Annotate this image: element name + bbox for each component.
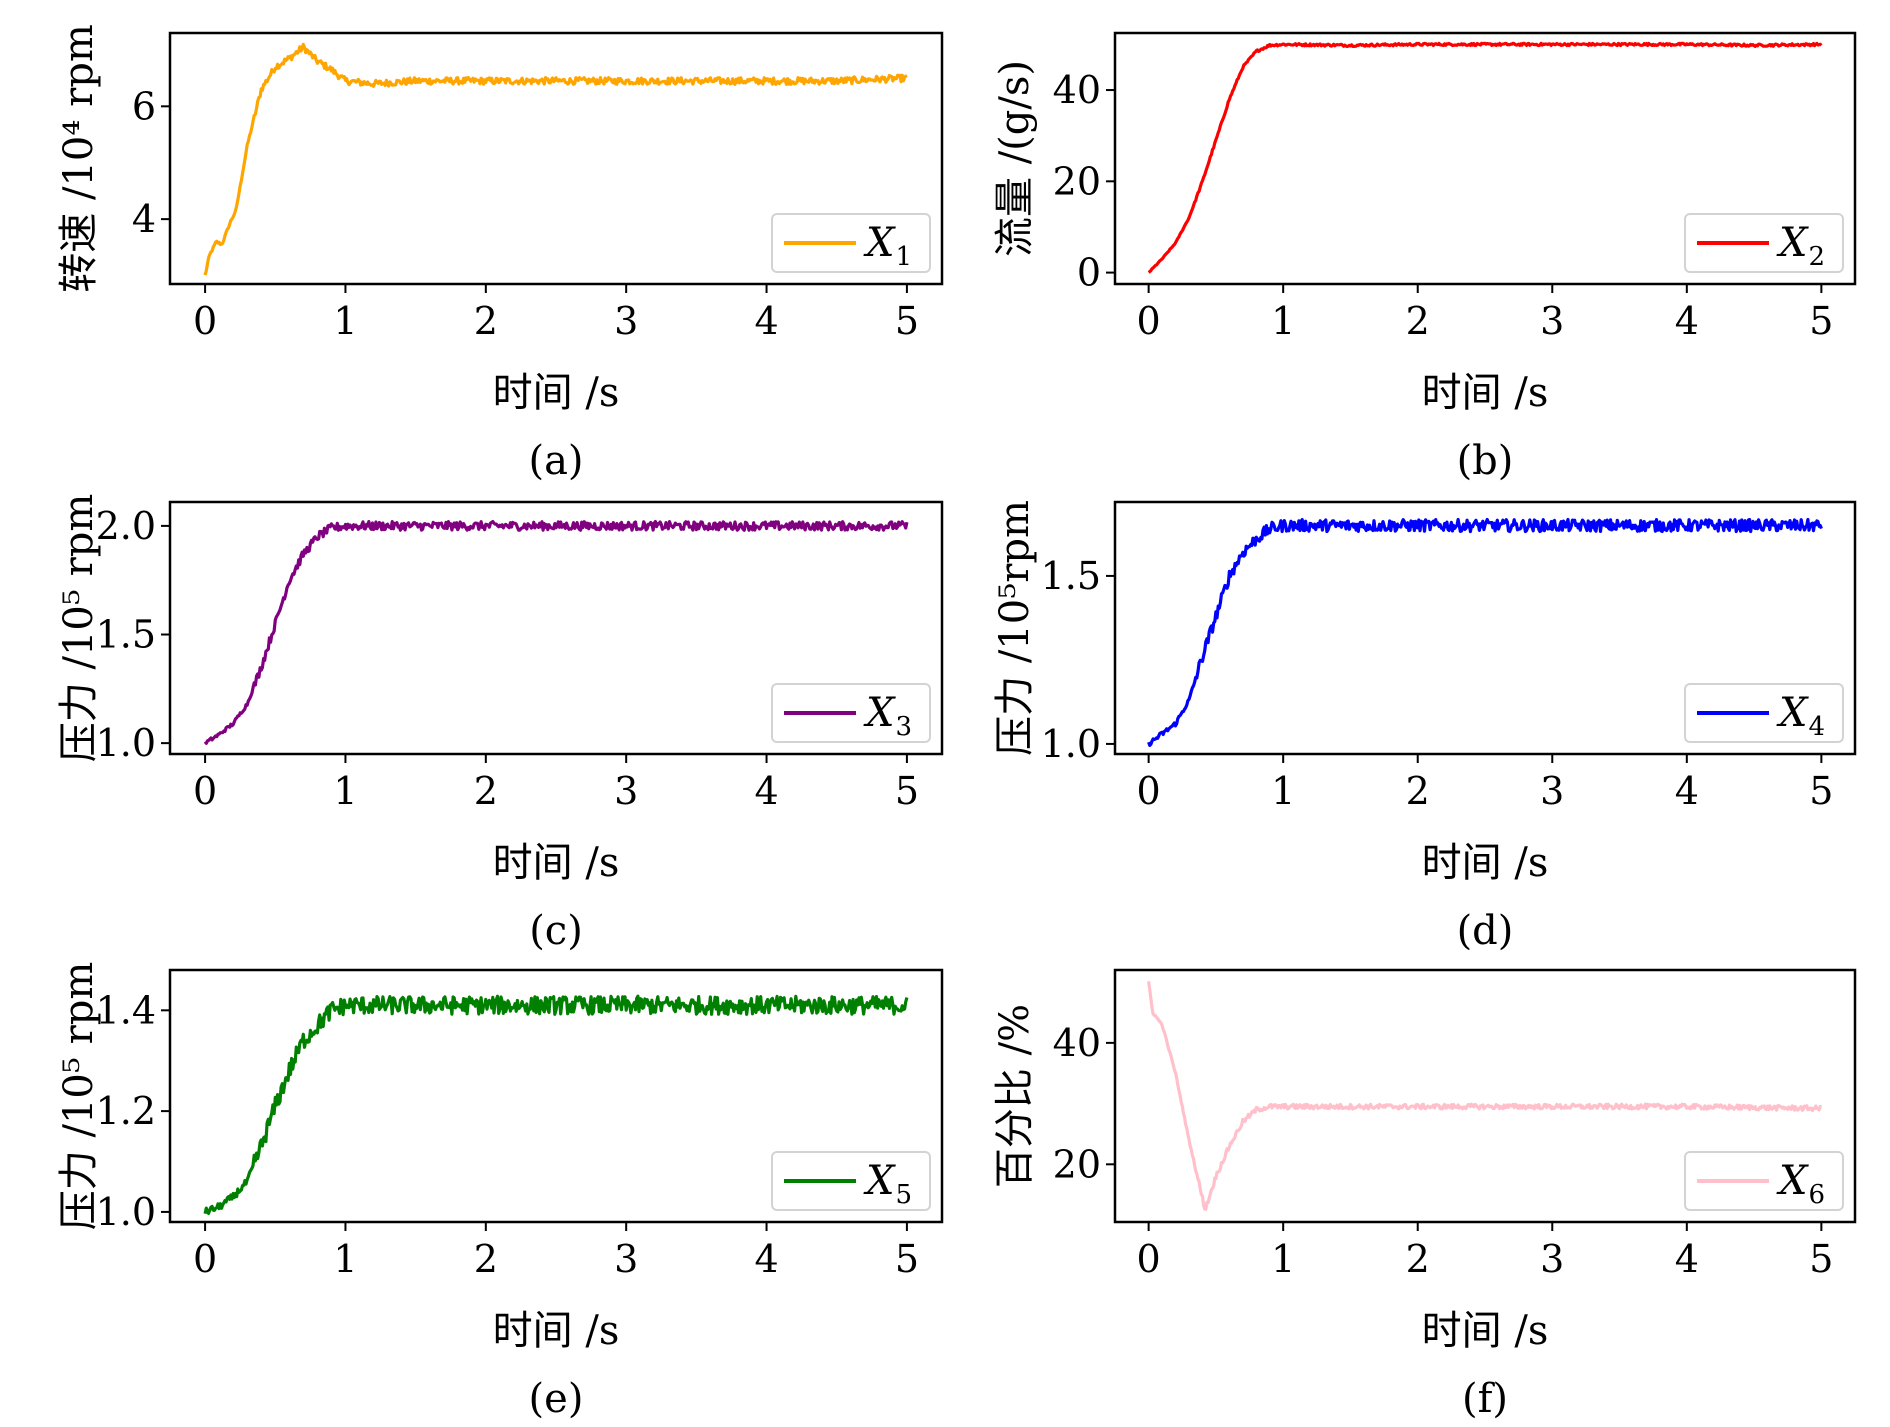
x-tick-label: 2: [474, 1237, 498, 1281]
x-tick-label: 2: [1406, 299, 1430, 343]
x-tick-label: 3: [1540, 1237, 1564, 1281]
x-tick-label: 0: [193, 769, 217, 813]
axes-frame: [168, 968, 944, 1224]
x-tick-label: 0: [1137, 299, 1161, 343]
series-line-x6: [1147, 981, 1823, 1211]
x-tick-label: 2: [1406, 1237, 1430, 1281]
subplot-c: 0 1 2 3 4 5 1.0 1.5 2.0 时间 /s (c) 压力 /10⁵ rpm X3: [56, 494, 944, 954]
x-tick-label: 1: [1271, 1237, 1295, 1281]
x-tick-label: 1: [333, 769, 357, 813]
x-tick-label: 3: [614, 299, 638, 343]
subplot-a: 0 1 2 3 4 5 4 6 时间 /s (a) 转速 /10⁴ rpm X1: [56, 24, 944, 484]
x-tick-label: 1: [333, 299, 357, 343]
subplot-caption: (e): [529, 1376, 584, 1422]
x-axis-label: 时间 /s: [493, 840, 620, 886]
y-tick-label: 6: [132, 84, 156, 128]
y-axis-label: 流量 /(g/s): [992, 60, 1038, 257]
x-tick-label: 3: [1540, 769, 1564, 813]
x-tick-label: 1: [1271, 769, 1295, 813]
x-tick-label: 4: [754, 769, 778, 813]
subplot-caption: (b): [1457, 438, 1514, 484]
x-tick-label: 4: [1675, 299, 1699, 343]
x-tick-label: 2: [474, 769, 498, 813]
y-tick-label: 1.0: [96, 1190, 156, 1234]
y-tick-label: 40: [1053, 68, 1101, 112]
subplot-caption: (c): [529, 908, 583, 954]
legend: X4: [1684, 683, 1844, 743]
x-axis-label: 时间 /s: [1422, 370, 1549, 416]
x-tick-label: 5: [895, 299, 919, 343]
x-tick-label: 5: [1809, 299, 1833, 343]
axes-frame: [1113, 968, 1857, 1224]
x-tick-label: 0: [1137, 769, 1161, 813]
x-tick-label: 4: [1675, 1237, 1699, 1281]
series-line-x1: [203, 42, 908, 276]
x-axis-label: 时间 /s: [493, 370, 620, 416]
x-tick-label: 0: [193, 1237, 217, 1281]
series-line-x3: [203, 519, 909, 745]
y-axis-label: 压力 /10⁵ rpm: [56, 962, 102, 1231]
x-tick-label: 5: [1809, 769, 1833, 813]
x-tick-label: 4: [754, 299, 778, 343]
x-tick-label: 3: [614, 1237, 638, 1281]
x-axis-label: 时间 /s: [1422, 1308, 1549, 1354]
x-tick-label: 1: [1271, 299, 1295, 343]
x-tick-label: 4: [754, 1237, 778, 1281]
x-tick-label: 0: [193, 299, 217, 343]
subplot-caption: (a): [528, 438, 583, 484]
y-tick-label: 1.5: [1041, 554, 1101, 598]
x-axis-label: 时间 /s: [1422, 840, 1549, 886]
y-tick-label: 40: [1053, 1021, 1101, 1065]
y-tick-label: 20: [1053, 1142, 1101, 1186]
legend: X6: [1684, 1151, 1844, 1211]
legend: X5: [771, 1151, 931, 1211]
legend: X2: [1684, 213, 1844, 273]
y-tick-label: 1.4: [96, 988, 156, 1032]
subplot-d: 0 1 2 3 4 5 1.0 1.5 时间 /s (d) 压力 /10⁵rpm X4: [992, 500, 1857, 954]
series-line-x4: [1147, 517, 1823, 748]
x-tick-label: 5: [1809, 1237, 1833, 1281]
series-line-x2: [1147, 41, 1823, 274]
y-tick-label: 1.5: [96, 613, 156, 657]
x-tick-label: 2: [474, 299, 498, 343]
y-tick-label: 1.0: [96, 721, 156, 765]
x-tick-label: 3: [614, 769, 638, 813]
x-tick-label: 1: [333, 1237, 357, 1281]
y-tick-label: 2.0: [96, 504, 156, 548]
x-tick-label: 0: [1137, 1237, 1161, 1281]
axes-frame: [1113, 31, 1857, 286]
series-line-x5: [203, 994, 909, 1216]
y-axis-label: 压力 /10⁵ rpm: [56, 494, 102, 763]
y-tick-label: 4: [132, 197, 156, 241]
y-axis-label: 转速 /10⁴ rpm: [56, 24, 102, 293]
y-tick-label: 1.0: [1041, 722, 1101, 766]
y-tick-label: 0: [1077, 251, 1101, 295]
x-tick-label: 5: [895, 769, 919, 813]
legend: X1: [771, 213, 931, 273]
subplot-f: 0 1 2 3 4 5 20 40 时间 /s (f) 百分比 /% X6: [992, 968, 1857, 1422]
y-tick-label: 20: [1053, 159, 1101, 203]
subplot-b: 0 1 2 3 4 5 0 20 40 时间 /s (b) 流量 /(g/s) X2: [992, 31, 1857, 484]
x-tick-label: 4: [1675, 769, 1699, 813]
x-tick-label: 3: [1540, 299, 1564, 343]
y-axis-label: 压力 /10⁵rpm: [992, 500, 1038, 756]
x-tick-label: 5: [895, 1237, 919, 1281]
y-axis-label: 百分比 /%: [992, 1004, 1038, 1188]
axes-frame: [168, 31, 944, 286]
x-axis-label: 时间 /s: [493, 1308, 620, 1354]
subplot-caption: (d): [1457, 908, 1514, 954]
axes-frame: [168, 500, 944, 756]
subplot-caption: (f): [1462, 1376, 1508, 1422]
y-tick-label: 1.2: [96, 1089, 156, 1133]
x-tick-label: 2: [1406, 769, 1430, 813]
legend: X3: [771, 683, 931, 743]
subplot-e: 0 1 2 3 4 5 1.0 1.2 1.4 时间 /s (e) 压力 /10⁵ rpm X5: [56, 962, 944, 1422]
axes-frame: [1113, 500, 1857, 756]
